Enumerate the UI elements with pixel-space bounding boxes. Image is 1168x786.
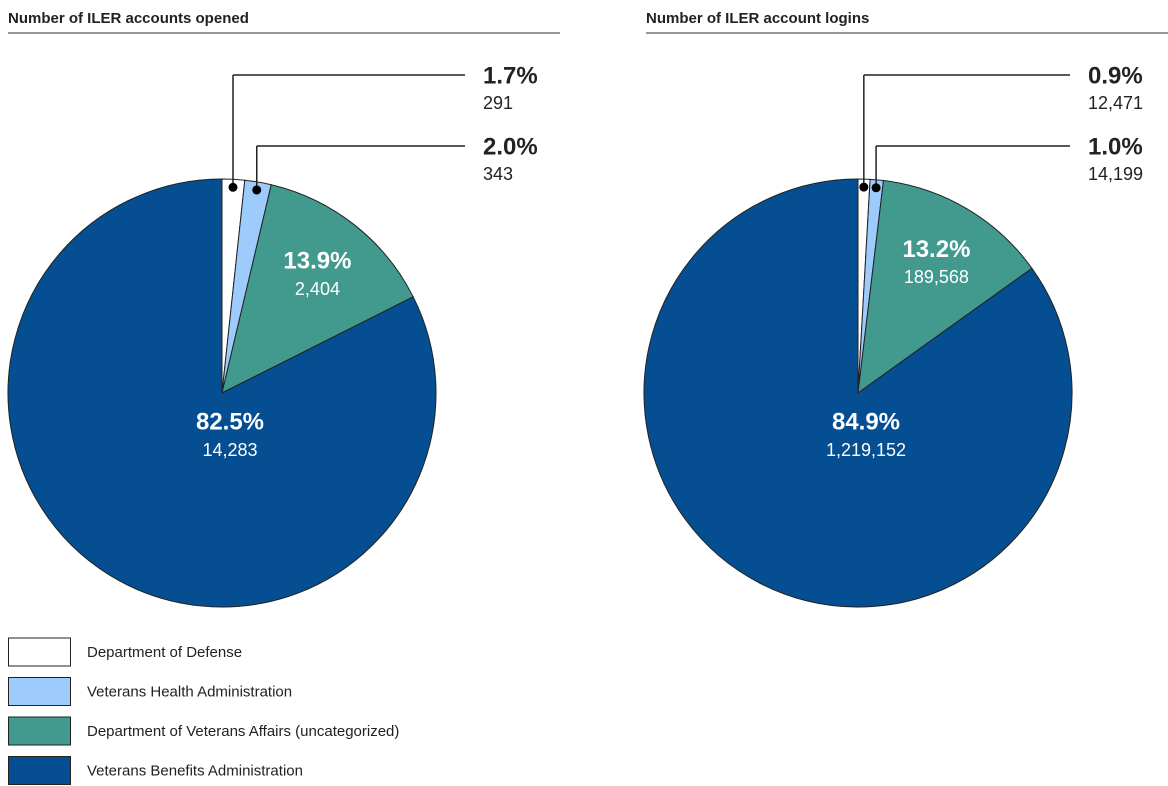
count-label: 14,283 bbox=[202, 440, 257, 460]
chart-title: Number of ILER accounts opened bbox=[8, 10, 249, 27]
legend-swatch bbox=[8, 716, 71, 746]
pie-slice bbox=[7, 178, 437, 608]
value-label: 82.5% bbox=[196, 408, 264, 435]
legend-swatch bbox=[8, 677, 71, 706]
pie-slice bbox=[221, 184, 414, 394]
legend-label: Veterans Health Administration bbox=[87, 683, 292, 700]
count-label: 2,404 bbox=[295, 279, 340, 299]
callout-dot bbox=[252, 185, 262, 195]
callout-dot bbox=[228, 182, 238, 192]
value-label: 0.9% bbox=[1088, 62, 1143, 89]
count-label: 12,471 bbox=[1088, 93, 1143, 113]
count-label: 1,219,152 bbox=[826, 440, 906, 460]
value-label: 1.0% bbox=[1088, 133, 1143, 160]
legend-label: Department of Defense bbox=[87, 644, 242, 661]
value-label: 13.2% bbox=[902, 236, 970, 263]
count-label: 343 bbox=[483, 164, 513, 184]
value-label: 1.7% bbox=[483, 62, 538, 89]
count-label: 189,568 bbox=[904, 267, 969, 287]
value-label: 13.9% bbox=[283, 247, 351, 274]
chart-title: Number of ILER account logins bbox=[646, 10, 869, 27]
count-label: 14,199 bbox=[1088, 164, 1143, 184]
legend-swatch bbox=[8, 637, 71, 667]
value-label: 2.0% bbox=[483, 133, 538, 160]
count-label: 291 bbox=[483, 93, 513, 113]
callout-dot bbox=[871, 183, 881, 193]
legend-swatch bbox=[8, 756, 71, 785]
pie-slice bbox=[643, 178, 1073, 608]
pie-slice bbox=[857, 179, 1033, 395]
legend-label: Veterans Benefits Administration bbox=[87, 762, 303, 779]
value-label: 84.9% bbox=[832, 408, 900, 435]
callout-dot bbox=[859, 182, 869, 192]
legend-label: Department of Veterans Affairs (uncatego… bbox=[87, 723, 399, 740]
